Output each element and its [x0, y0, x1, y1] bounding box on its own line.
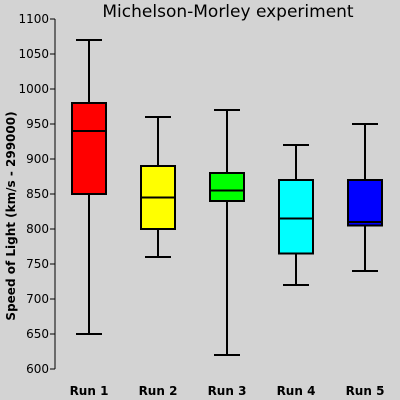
box-iqr: [71, 102, 107, 195]
box-1: Run 1: [70, 39, 109, 398]
y-tick-label: 1000: [18, 82, 49, 96]
y-tick-label: 1100: [18, 12, 49, 26]
x-tick-label: Run 5: [346, 384, 385, 398]
y-tick-label: 950: [26, 117, 49, 131]
box-5: Run 5: [346, 123, 385, 398]
chart-title: Michelson-Morley experiment: [102, 2, 354, 22]
plot-area: 600 650 700 750 800 850 900 950 1000 1050 1100 Run …: [18, 12, 384, 398]
box-2: Run 2: [139, 116, 178, 398]
y-tick-label: 750: [26, 257, 49, 271]
box-iqr: [209, 172, 245, 202]
x-tick-label: Run 1: [70, 384, 109, 398]
box-iqr: [347, 179, 383, 227]
y-tick-label: 800: [26, 222, 49, 236]
y-tick-label: 900: [26, 152, 49, 166]
x-tick-label: Run 3: [208, 384, 247, 398]
y-tick-label: 700: [26, 292, 49, 306]
x-tick-label: Run 2: [139, 384, 178, 398]
y-tick-label: 650: [26, 327, 49, 341]
box-3: Run 3: [208, 109, 247, 398]
y-axis-label: Speed of Light (km/s - 299000): [4, 111, 18, 320]
box-iqr: [278, 179, 314, 255]
box-4: Run 4: [277, 144, 316, 398]
y-tick-label: 850: [26, 187, 49, 201]
y-tick-label: 600: [26, 362, 49, 376]
y-tick-label: 1050: [18, 47, 49, 61]
x-tick-label: Run 4: [277, 384, 316, 398]
